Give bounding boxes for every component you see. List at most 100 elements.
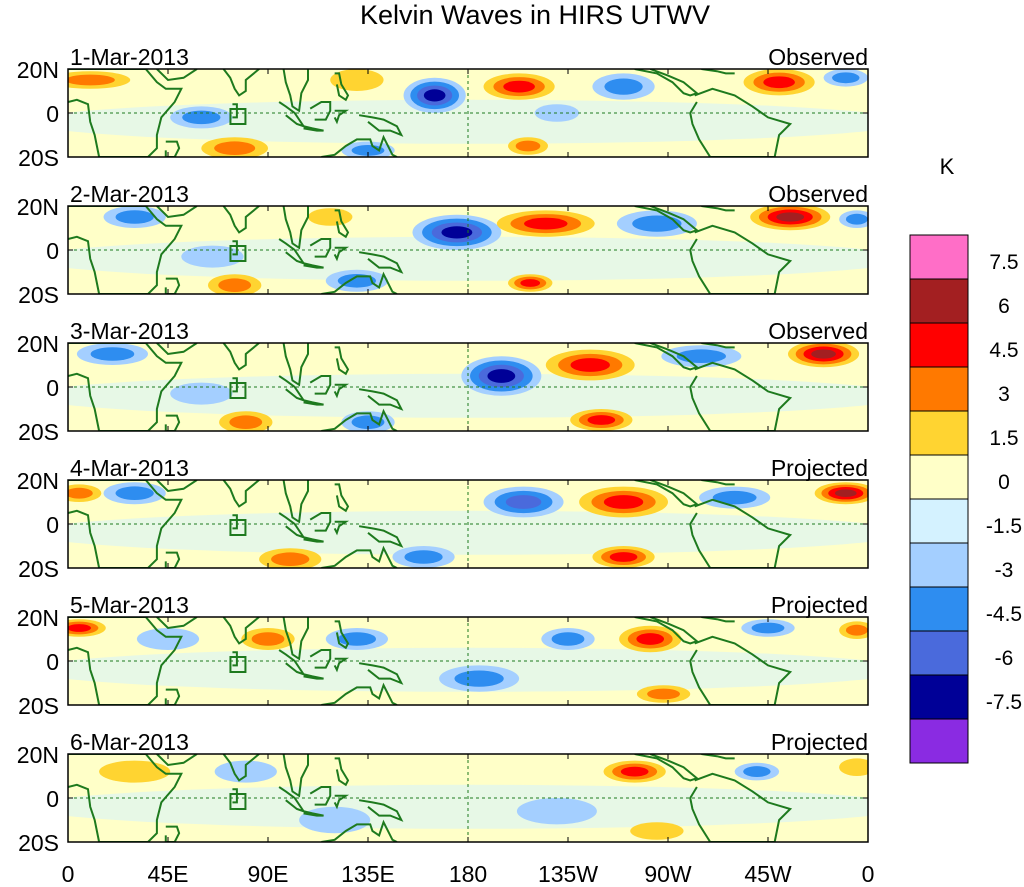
colorbar-tick-label: -1.5 <box>986 515 1022 538</box>
y-tick-label: 20S <box>18 693 59 719</box>
coastline-australia <box>321 819 398 842</box>
coastline-borneo <box>309 786 332 806</box>
panel-3: 20N 0 20S 3-Mar-2013 Observed <box>17 318 869 445</box>
coastline-africa <box>68 343 183 431</box>
coastline-maldives <box>232 103 238 119</box>
colorbar-swatch <box>909 718 969 764</box>
coastline-philippines <box>334 346 350 376</box>
coastline-caribbean <box>701 617 735 623</box>
x-tick-label: 180 <box>449 861 487 887</box>
coastline-arabia <box>156 69 198 82</box>
y-tick-label: 0 <box>46 101 59 127</box>
coastline-java <box>303 536 324 543</box>
panel-status-label: Observed <box>768 318 868 344</box>
coastline-sumatra <box>278 649 307 677</box>
panel-status-label: Projected <box>771 729 868 755</box>
coastline-sumatra <box>278 375 307 403</box>
colorbar-tick-label: 4.5 <box>989 339 1018 362</box>
coastline-arabia <box>156 617 198 630</box>
anomaly-contour <box>351 415 385 429</box>
coastline-sumatra <box>278 786 307 814</box>
panel-status-label: Projected <box>771 592 868 618</box>
anomaly-contour <box>516 798 597 825</box>
coastline-arabia <box>156 206 198 219</box>
panel-status-label: Observed <box>768 181 868 207</box>
panel-2: 20N 0 20S 2-Mar-2013 Observed <box>17 181 869 308</box>
coastline-centralam <box>634 206 699 234</box>
coastline-borneo <box>309 375 332 395</box>
y-tick-label: 20N <box>17 605 59 631</box>
anomaly-contour <box>503 80 535 93</box>
coastline-caribbean <box>701 343 735 349</box>
anomaly-contour <box>330 69 384 91</box>
anomaly-contour <box>423 89 446 102</box>
background-anomaly-band <box>68 373 868 418</box>
coastline-centralam <box>634 343 699 371</box>
colorbar-tick-label: 3 <box>998 383 1010 406</box>
coastline-sulawesi <box>333 109 350 125</box>
x-tick-label: 135W <box>538 861 598 887</box>
coastline-southam <box>689 361 793 431</box>
colorbar-swatch <box>909 454 969 500</box>
coastline-africa <box>68 69 183 157</box>
map-outline-box <box>229 382 247 399</box>
y-tick-label: 20S <box>18 830 59 856</box>
coastline-maldives <box>232 377 238 393</box>
anomaly-contour <box>776 212 805 222</box>
y-tick-label: 20N <box>17 468 59 494</box>
coastline-madagascar <box>164 688 181 705</box>
y-tick-label: 20S <box>18 282 59 308</box>
coastline-java <box>303 262 324 269</box>
coastline-madagascar <box>164 551 181 568</box>
y-tick-label: 0 <box>46 649 59 675</box>
colorbar-swatch <box>909 630 969 676</box>
anomaly-contour <box>832 72 860 84</box>
coastline-newguinea <box>358 662 404 685</box>
coastline-philippines <box>334 757 350 787</box>
colorbar: K 7.5 6 4.5 3 1.5 0 -1.5 -3 -4.5 -6 -7.5 <box>909 154 1022 764</box>
x-tick-label: 135E <box>341 861 395 887</box>
anomaly-contour <box>136 628 200 650</box>
anomaly-contour <box>845 213 868 225</box>
coastline-sulawesi <box>333 657 350 673</box>
y-tick-label: 20S <box>18 556 59 582</box>
map-outline-box <box>229 245 247 262</box>
coastline-madagascar <box>164 414 181 431</box>
colorbar-tick-label: -6 <box>995 647 1014 670</box>
anomaly-contour <box>834 489 857 498</box>
panel-date-label: 5-Mar-2013 <box>70 592 189 618</box>
coastline-maldives <box>232 514 238 530</box>
y-tick-label: 0 <box>46 238 59 264</box>
anomaly-contour <box>68 487 93 499</box>
coastline-seasia <box>282 617 309 661</box>
coastline-southam <box>689 224 793 294</box>
coastline-newguinea <box>358 388 404 411</box>
coastline-caribbean <box>701 754 735 760</box>
x-tick-label: 0 <box>62 861 75 887</box>
colorbar-swatch <box>909 278 969 324</box>
anomaly-contour <box>632 215 682 232</box>
coastline-madagascar <box>164 140 181 157</box>
colorbar-swatch <box>909 542 969 588</box>
anomaly-contour <box>90 347 135 361</box>
anomaly-contour <box>603 495 644 509</box>
anomaly-contour <box>214 141 256 155</box>
coastline-newguinea <box>358 251 404 274</box>
coastline-seasia <box>282 754 309 798</box>
anomaly-contour <box>620 766 649 777</box>
background-anomaly-band <box>68 99 868 144</box>
colorbar-swatch <box>909 410 969 456</box>
colorbar-tick-label: -7.5 <box>986 691 1022 714</box>
anomaly-contour <box>647 688 680 700</box>
anomaly-contour <box>524 217 568 230</box>
coastline-maldives <box>232 651 238 667</box>
coastline-philippines <box>334 483 350 513</box>
y-tick-label: 20N <box>17 331 59 357</box>
map-outline-box <box>229 793 247 810</box>
coastline-arabia <box>156 480 198 493</box>
coastline-southam <box>689 498 793 568</box>
colorbar-swatch <box>909 366 969 412</box>
colorbar-tick-label: 1.5 <box>989 427 1018 450</box>
y-tick-label: 0 <box>46 786 59 812</box>
